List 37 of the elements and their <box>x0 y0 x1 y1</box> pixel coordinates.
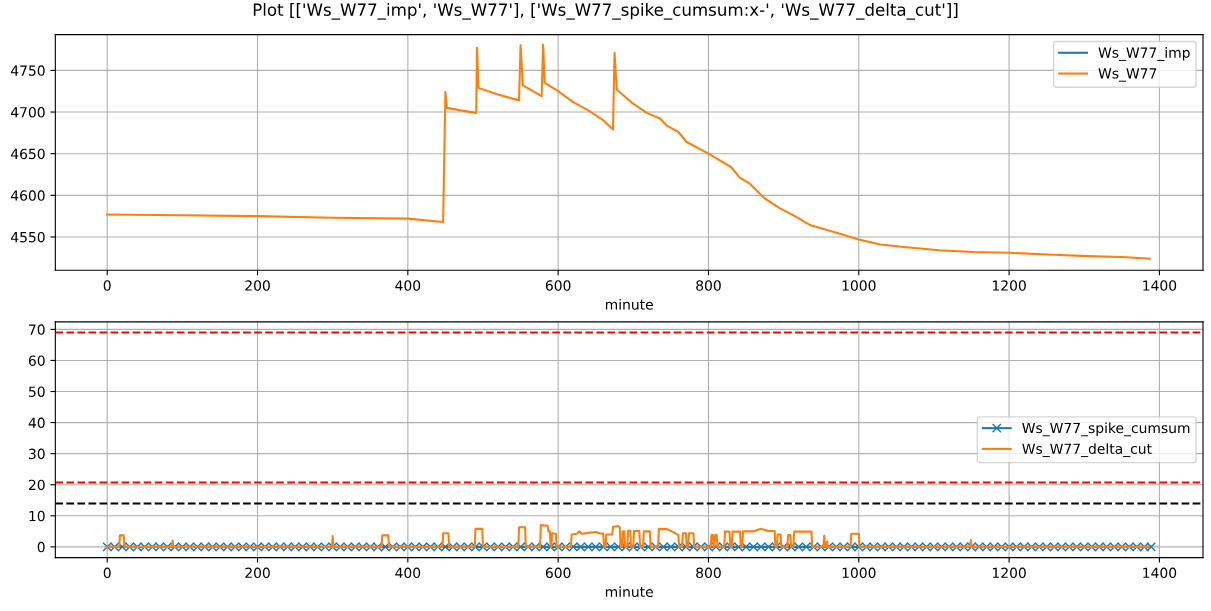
x-tick-label: 200 <box>245 280 270 291</box>
y-tick-label: 30 <box>29 448 45 460</box>
x-axis-title: minute <box>605 586 653 598</box>
y-tick-label: 40 <box>28 417 45 429</box>
legend-label: Ws_W77 <box>1098 68 1157 82</box>
y-tick-label: 4600 <box>10 190 45 201</box>
x-tick-label: 800 <box>696 280 721 291</box>
legend-label: Ws_W77_delta_cut <box>1022 443 1152 458</box>
y-tick-label: 50 <box>29 386 45 397</box>
legend-label: Ws_W77_imp <box>1098 47 1190 61</box>
x-tick-label: 1000 <box>842 280 876 291</box>
legend-label: Ws_W77_spike_cumsum <box>1022 422 1190 437</box>
x-tick-label: 1400 <box>1143 567 1177 579</box>
x-tick-label: 200 <box>245 567 270 579</box>
y-tick-label: 20 <box>28 479 45 491</box>
y-tick-label: 4700 <box>10 107 45 118</box>
x-tick-label: 1400 <box>1143 280 1177 291</box>
x-axis-title: minute <box>605 299 653 310</box>
y-tick-label: 0 <box>37 541 45 553</box>
y-tick-label: 70 <box>29 324 45 335</box>
x-tick-label: 0 <box>103 280 111 291</box>
y-tick-label: 4650 <box>10 148 45 160</box>
y-tick-label: 4550 <box>10 231 45 243</box>
x-tick-label: 400 <box>395 567 421 579</box>
x-tick-label: 0 <box>103 567 111 579</box>
chart-title: Plot [['Ws_W77_imp', 'Ws_W77'], ['Ws_W77_spike_cumsum:x-', 'Ws_W77_delta_cut']] <box>253 3 958 20</box>
line-series <box>106 524 1150 548</box>
x-tick-label: 1000 <box>842 567 876 579</box>
x-tick-label: 600 <box>545 567 571 579</box>
x-tick-label: 400 <box>395 280 421 291</box>
x-tick-label: 1200 <box>992 280 1026 291</box>
x-tick-label: 600 <box>545 280 571 291</box>
x-tick-label: 800 <box>696 567 721 579</box>
y-tick-label: 4750 <box>10 65 45 76</box>
y-tick-label: 10 <box>29 510 45 522</box>
y-tick-label: 60 <box>28 355 45 366</box>
x-tick-label: 1200 <box>992 567 1026 579</box>
